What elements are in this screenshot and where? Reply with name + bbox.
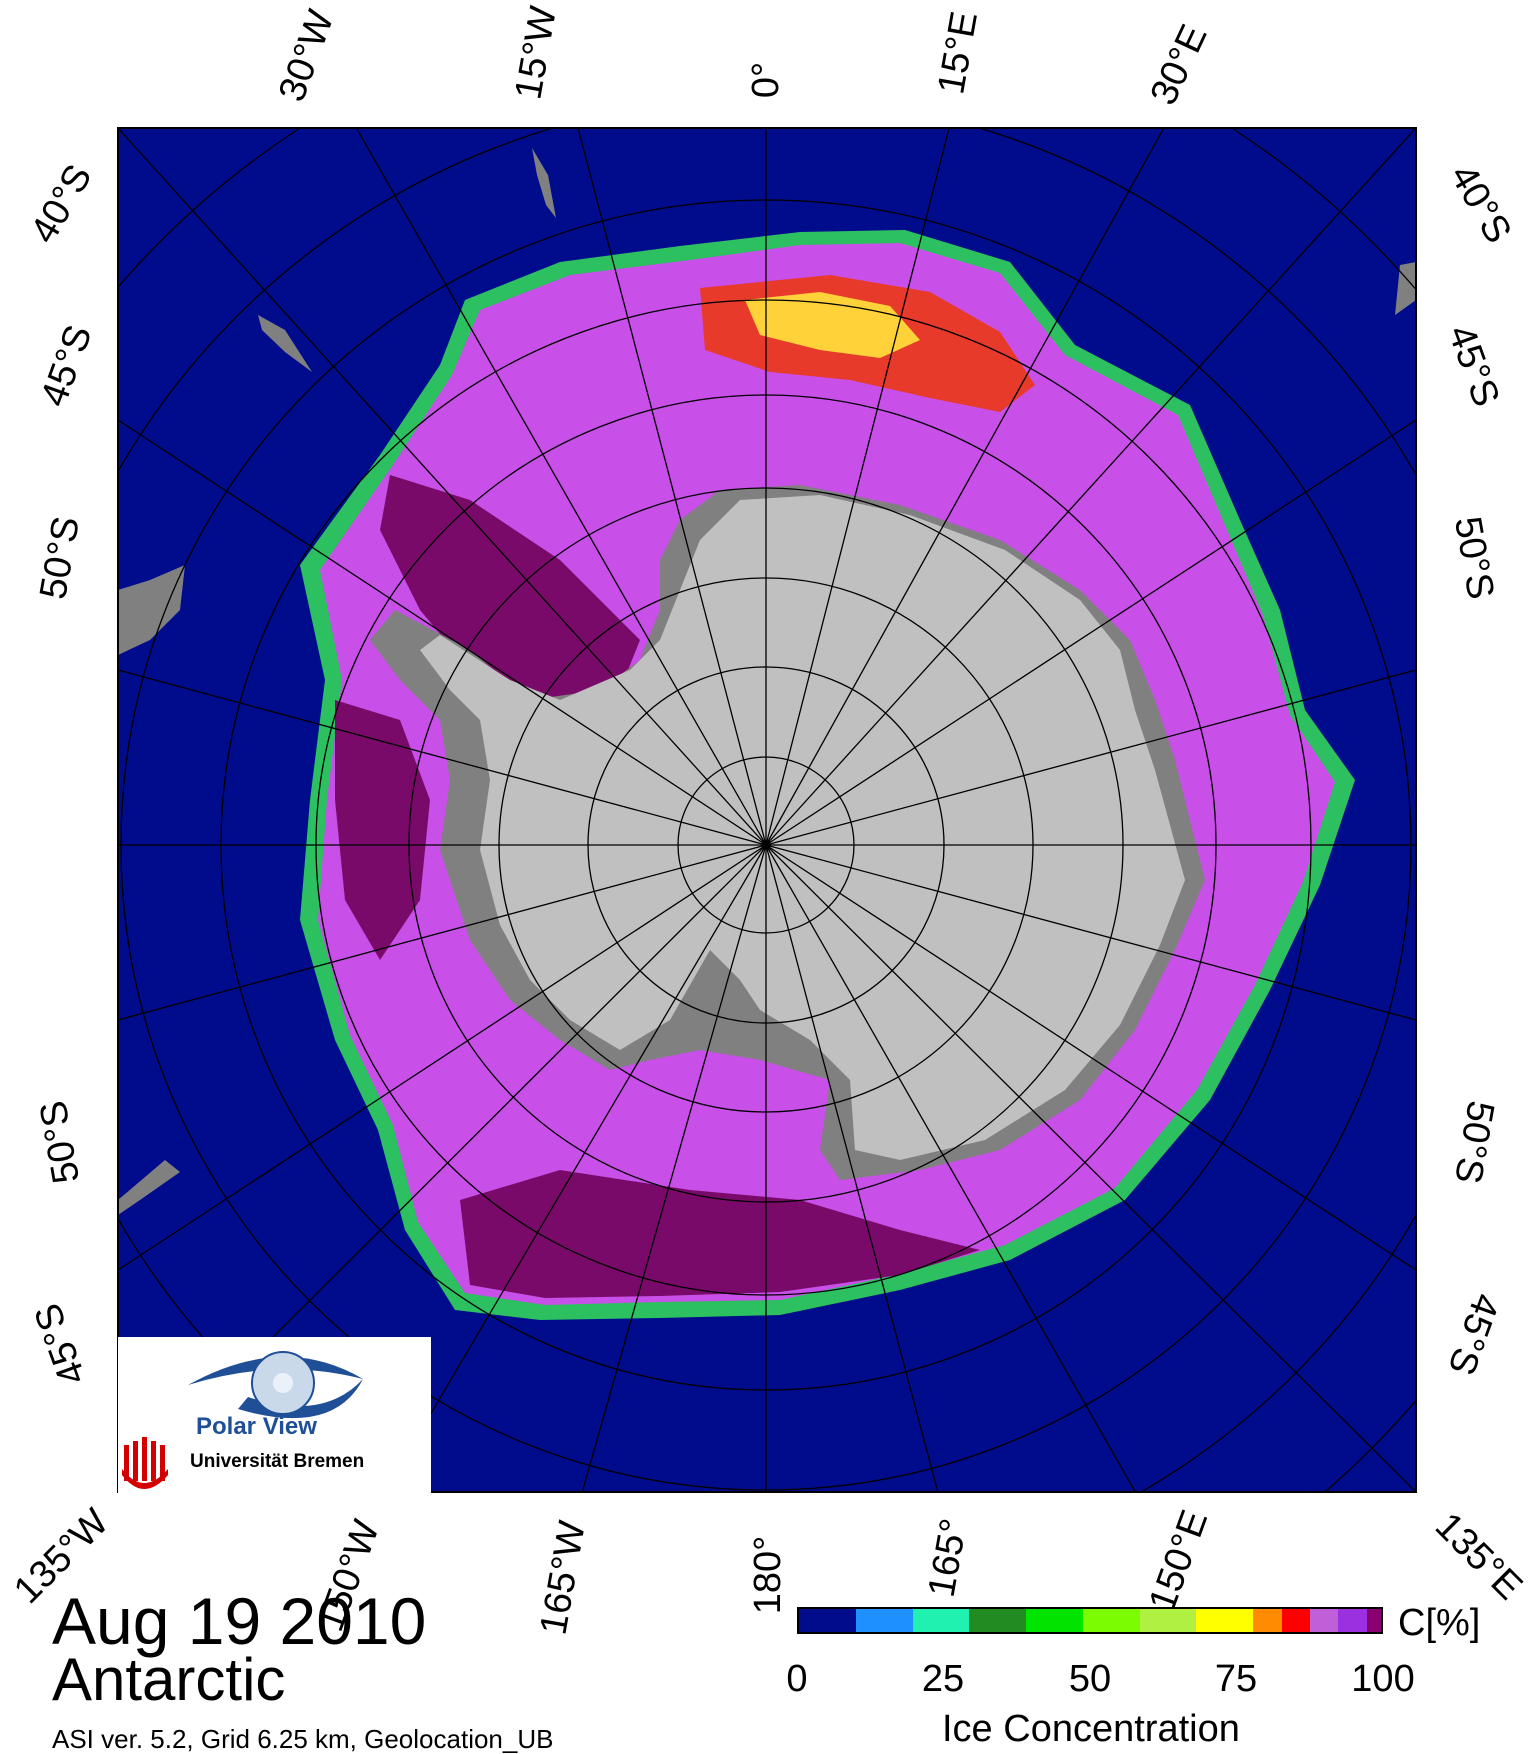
colorbar-swatch — [1026, 1609, 1083, 1632]
island-east — [1395, 262, 1416, 315]
logo-title: Polar View — [196, 1413, 317, 1440]
top-label-30w: 30°W — [271, 5, 342, 107]
left-label-40s: 40°S — [23, 158, 101, 251]
right-label-50s-top: 50°S — [1446, 513, 1502, 602]
colorbar-swatch — [912, 1609, 970, 1632]
left-label-50s-bottom: 50°S — [32, 1098, 88, 1187]
colorbar-swatch — [1366, 1609, 1381, 1632]
right-label-50s-bottom: 50°S — [1446, 1098, 1502, 1187]
top-label-30e: 30°E — [1143, 19, 1216, 112]
top-label-15e: 15°E — [930, 8, 986, 97]
colorbar-swatch — [1196, 1609, 1254, 1632]
colorbar-swatch — [799, 1609, 856, 1632]
logo-university: Universität Bremen — [190, 1451, 365, 1472]
polar-view-logo: Polar View Universität Bremen — [118, 1337, 431, 1493]
ice-concentration-colorbar — [797, 1607, 1383, 1634]
island-near-45s — [258, 315, 312, 372]
bottom-label-165w: 165°W — [533, 1518, 594, 1638]
product-info: ASI ver. 5.2, Grid 6.25 km, Geolocation_… — [52, 1724, 554, 1754]
colorbar-tick: 0 — [786, 1658, 808, 1700]
colorbar-tick: 25 — [921, 1658, 965, 1700]
colorbar-swatch — [1338, 1609, 1367, 1632]
eye-icon — [122, 1351, 363, 1489]
map-date: Aug 19 2010 — [52, 1584, 427, 1658]
bremen-logo-icon — [122, 1437, 168, 1489]
colorbar-tick: 100 — [1351, 1658, 1415, 1700]
colorbar-unit: C[%] — [1398, 1602, 1481, 1644]
sea-ice-bellingshausen-pack — [335, 700, 430, 960]
colorbar-title: Ice Concentration — [942, 1708, 1240, 1750]
south-georgia-island — [532, 148, 556, 218]
colorbar-swatch — [1253, 1609, 1282, 1632]
colorbar-swatch — [1281, 1609, 1311, 1632]
colorbar-swatch — [969, 1609, 1027, 1632]
bottom-label-150e: 150°E — [1141, 1505, 1216, 1617]
colorbar-swatch — [1082, 1609, 1140, 1632]
left-label-45s-top: 45°S — [33, 320, 101, 412]
sea-ice-high-concentration-yellow — [745, 292, 920, 358]
right-label-45s-bottom: 45°S — [1439, 1288, 1507, 1380]
south-america-tip — [118, 565, 185, 655]
left-label-45s-bottom: 45°S — [27, 1298, 95, 1390]
right-label-45s-top: 45°S — [1439, 320, 1507, 412]
graticule — [118, 128, 1416, 1492]
bottom-label-165e: 165° — [921, 1516, 976, 1601]
sea-ice-ross-pack — [460, 1170, 980, 1298]
colorbar-swatch — [1139, 1609, 1197, 1632]
left-label-50s-top: 50°S — [32, 513, 88, 602]
colorbar-tick: 75 — [1214, 1658, 1258, 1700]
sea-ice-weddell-pack — [380, 475, 640, 700]
top-label-15w: 15°W — [507, 3, 565, 102]
colorbar-swatch — [855, 1609, 913, 1632]
right-label-40s: 40°S — [1442, 158, 1520, 251]
map-region: Antarctic — [52, 1646, 286, 1713]
top-label-0: 0° — [745, 62, 787, 98]
colorbar-tick: 50 — [1068, 1658, 1112, 1700]
map-border — [117, 127, 1417, 1493]
bottom-label-180: 180° — [747, 1536, 789, 1615]
new-zealand-fragment — [118, 1160, 180, 1215]
colorbar-swatch — [1310, 1609, 1339, 1632]
bottom-label-135e: 135°E — [1427, 1505, 1530, 1608]
